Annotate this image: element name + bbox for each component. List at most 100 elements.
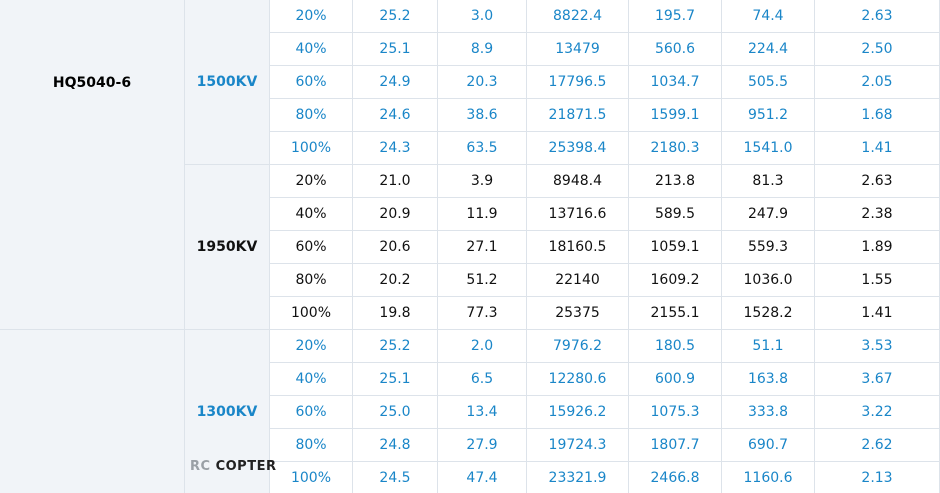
data-cell: 600.9 [629,363,722,396]
data-cell: 21871.5 [527,99,629,132]
data-cell: 60% [270,231,353,264]
data-cell: 51.2 [438,264,527,297]
kv-label: 1500KV [185,0,270,165]
data-cell: 195.7 [629,0,722,33]
data-cell: 100% [270,297,353,330]
data-cell: 2.63 [815,0,940,33]
data-cell: 23321.9 [527,462,629,493]
data-cell: 20.9 [353,198,438,231]
data-cell: 951.2 [722,99,815,132]
data-cell: 1599.1 [629,99,722,132]
model-name: HQ5040-6 [52,74,132,91]
data-cell: 100% [270,132,353,165]
data-cell: 1059.1 [629,231,722,264]
data-cell: 2.05 [815,66,940,99]
data-cell: 40% [270,198,353,231]
data-cell: 40% [270,363,353,396]
data-cell: 1.68 [815,99,940,132]
watermark: RC COPTER [190,459,276,474]
data-cell: 7976.2 [527,330,629,363]
data-cell: 13716.6 [527,198,629,231]
data-cell: 19.8 [353,297,438,330]
data-cell: 81.3 [722,165,815,198]
data-cell: 13479 [527,33,629,66]
data-cell: 24.8 [353,429,438,462]
watermark-copter: COPTER [215,459,277,474]
data-cell: 27.1 [438,231,527,264]
data-cell: 19724.3 [527,429,629,462]
data-cell: 80% [270,99,353,132]
data-cell: 1.41 [815,297,940,330]
data-cell: 20% [270,0,353,33]
data-cell: 3.53 [815,330,940,363]
data-cell: 559.3 [722,231,815,264]
data-cell: 3.9 [438,165,527,198]
data-cell: 18160.5 [527,231,629,264]
data-cell: 3.67 [815,363,940,396]
model-cell [0,330,185,493]
data-cell: 20.2 [353,264,438,297]
data-cell: 60% [270,396,353,429]
data-cell: 80% [270,264,353,297]
data-cell: 163.8 [722,363,815,396]
data-cell: 22140 [527,264,629,297]
data-cell: 25398.4 [527,132,629,165]
data-cell: 80% [270,429,353,462]
data-cell: 63.5 [438,132,527,165]
data-cell: 224.4 [722,33,815,66]
data-cell: 333.8 [722,396,815,429]
data-cell: 74.4 [722,0,815,33]
kv-label: 1950KV [185,165,270,330]
data-cell: 25375 [527,297,629,330]
data-cell: 25.2 [353,0,438,33]
data-cell: 1807.7 [629,429,722,462]
data-cell: 1036.0 [722,264,815,297]
data-cell: 2.62 [815,429,940,462]
data-cell: 8822.4 [527,0,629,33]
data-cell: 589.5 [629,198,722,231]
data-cell: 20% [270,165,353,198]
data-cell: 12280.6 [527,363,629,396]
data-cell: 25.2 [353,330,438,363]
data-cell: 24.5 [353,462,438,493]
data-cell: 8.9 [438,33,527,66]
data-cell: 77.3 [438,297,527,330]
data-cell: 51.1 [722,330,815,363]
data-cell: 11.9 [438,198,527,231]
data-cell: 20.3 [438,66,527,99]
data-cell: 27.9 [438,429,527,462]
data-cell: 690.7 [722,429,815,462]
data-cell: 2180.3 [629,132,722,165]
data-cell: 213.8 [629,165,722,198]
data-cell: 2.63 [815,165,940,198]
data-cell: 1160.6 [722,462,815,493]
data-cell: 20.6 [353,231,438,264]
data-cell: 38.6 [438,99,527,132]
data-cell: 247.9 [722,198,815,231]
data-cell: 505.5 [722,66,815,99]
data-cell: 1034.7 [629,66,722,99]
data-cell: 560.6 [629,33,722,66]
data-cell: 2.0 [438,330,527,363]
data-cell: 2.38 [815,198,940,231]
data-cell: 1075.3 [629,396,722,429]
data-cell: 25.1 [353,33,438,66]
data-cell: 47.4 [438,462,527,493]
data-cell: 100% [270,462,353,493]
data-cell: 40% [270,33,353,66]
data-cell: 24.6 [353,99,438,132]
data-cell: 24.9 [353,66,438,99]
data-cell: 1.89 [815,231,940,264]
data-cell: 3.0 [438,0,527,33]
data-cell: 13.4 [438,396,527,429]
data-cell: 6.5 [438,363,527,396]
data-cell: 1609.2 [629,264,722,297]
data-cell: 2.50 [815,33,940,66]
data-cell: 17796.5 [527,66,629,99]
data-cell: 20% [270,330,353,363]
data-cell: 1.55 [815,264,940,297]
data-cell: 180.5 [629,330,722,363]
data-cell: 60% [270,66,353,99]
data-cell: 1541.0 [722,132,815,165]
